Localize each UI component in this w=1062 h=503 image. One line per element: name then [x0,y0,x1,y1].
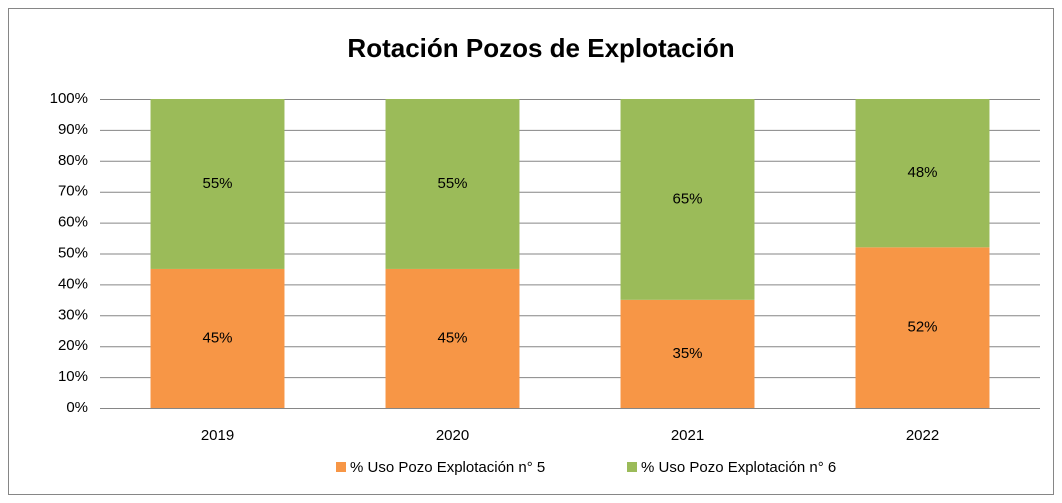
data-label: 65% [672,190,702,207]
y-tick-label: 100% [50,90,88,107]
x-tick-label: 2021 [671,427,704,444]
bar-segment [385,99,520,269]
data-label: 48% [907,164,937,181]
legend-swatch [627,462,637,472]
bar-segment [620,299,755,408]
y-tick-label: 70% [58,183,88,200]
bar-segment [385,268,520,408]
data-label: 55% [437,175,467,192]
y-tick-label: 30% [58,306,88,323]
y-tick-label: 0% [66,399,88,416]
data-label: 35% [672,345,702,362]
bar-segment [855,247,990,408]
data-label: 55% [202,175,232,192]
x-tick-label: 2022 [906,427,939,444]
legend-swatch [336,462,346,472]
chart-title: Rotación Pozos de Explotación [347,33,734,63]
y-tick-label: 80% [58,152,88,169]
y-tick-label: 40% [58,275,88,292]
bar-segment [150,268,285,408]
legend-label: % Uso Pozo Explotación n° 6 [641,459,836,476]
y-tick-label: 10% [58,368,88,385]
y-tick-label: 60% [58,214,88,231]
bar-segment [150,99,285,269]
y-tick-label: 20% [58,337,88,354]
data-label: 52% [907,319,937,336]
y-tick-label: 90% [58,121,88,138]
x-tick-label: 2020 [436,427,469,444]
data-label: 45% [202,329,232,346]
legend-label: % Uso Pozo Explotación n° 5 [350,459,545,476]
y-tick-label: 50% [58,244,88,261]
bar-segment [620,99,755,300]
bar-segment [855,99,990,248]
x-tick-label: 2019 [201,427,234,444]
data-label: 45% [437,329,467,346]
